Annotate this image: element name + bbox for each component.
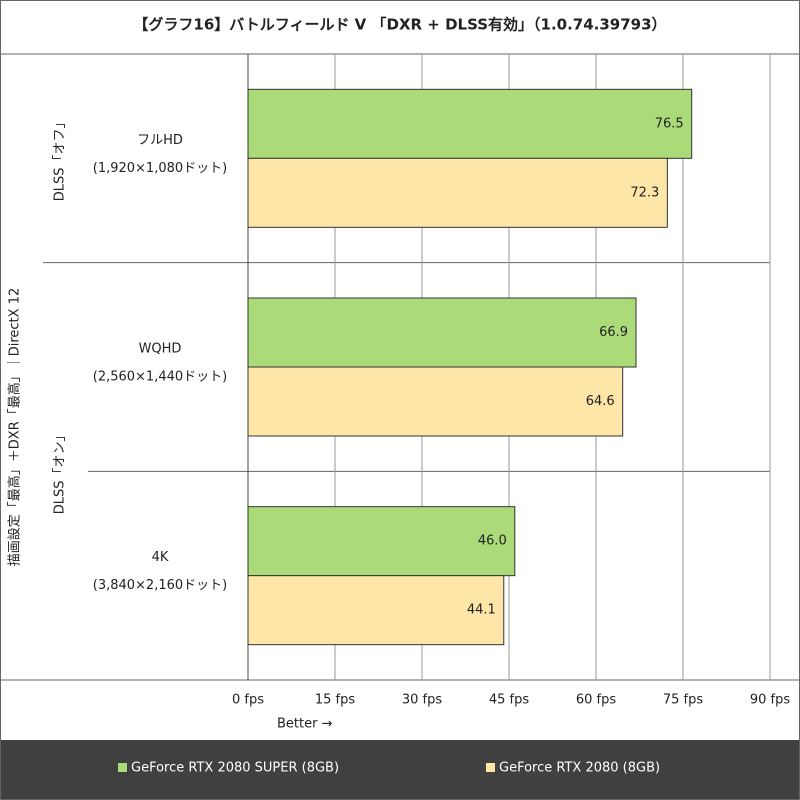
value-label: 72.3 bbox=[630, 185, 659, 200]
group-label: DLSS「オン」 bbox=[53, 428, 68, 514]
x-tick-label: 75 fps bbox=[663, 693, 704, 708]
outer-label: 描画設定「最高」＋DXR「最高」｜DirectX 12 bbox=[7, 288, 23, 566]
value-label: 44.1 bbox=[467, 603, 496, 618]
legend-swatch bbox=[486, 763, 495, 772]
legend-swatch bbox=[118, 763, 127, 772]
bar bbox=[247, 297, 637, 368]
group-label: DLSS「オフ」 bbox=[53, 115, 68, 201]
x-axis-label: Better → bbox=[277, 717, 333, 732]
x-tick-label: 60 fps bbox=[576, 693, 617, 708]
value-label: 76.5 bbox=[655, 116, 684, 131]
chart-title: 【グラフ16】バトルフィールド V 「DXR + DLSS有効」（1.0.74.… bbox=[133, 16, 666, 34]
value-label: 66.9 bbox=[599, 325, 628, 340]
legend-label: GeForce RTX 2080 SUPER (8GB) bbox=[131, 761, 339, 776]
bar bbox=[247, 88, 693, 159]
value-label: 64.6 bbox=[586, 394, 615, 409]
category-label: 4K bbox=[152, 550, 169, 565]
category-label: WQHD bbox=[139, 342, 182, 357]
category-label: フルHD bbox=[137, 133, 183, 148]
x-tick-label: 45 fps bbox=[489, 693, 530, 708]
x-tick-label: 90 fps bbox=[750, 693, 791, 708]
x-tick-label: 30 fps bbox=[402, 693, 443, 708]
bar bbox=[247, 506, 516, 577]
bar bbox=[247, 157, 668, 228]
value-label: 46.0 bbox=[478, 534, 507, 549]
bar bbox=[247, 366, 624, 437]
x-tick-label: 0 fps bbox=[232, 693, 264, 708]
bar bbox=[247, 575, 505, 646]
x-tick-label: 15 fps bbox=[315, 693, 356, 708]
legend-label: GeForce RTX 2080 (8GB) bbox=[499, 761, 660, 776]
category-sublabel: (3,840×2,160ドット) bbox=[93, 578, 227, 593]
category-sublabel: (1,920×1,080ドット) bbox=[93, 161, 227, 176]
legend-bar bbox=[0, 740, 800, 800]
category-sublabel: (2,560×1,440ドット) bbox=[93, 370, 227, 385]
